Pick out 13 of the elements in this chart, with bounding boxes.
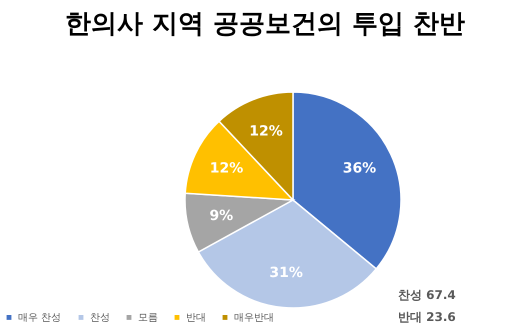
legend-label: 매우반대	[234, 312, 274, 324]
text: 찬성 67.4	[398, 288, 456, 302]
text: 반대 23.6	[398, 310, 456, 324]
data-label: 12%	[210, 160, 244, 177]
data-label: 12%	[249, 124, 283, 140]
data-label: 31%	[269, 265, 303, 282]
legend-label: 매우 찬성	[18, 312, 62, 324]
legend-label: 모름	[138, 312, 158, 324]
data-label: 36%	[342, 160, 376, 177]
legend-label: 찬성	[90, 312, 110, 324]
data-label: 9%	[209, 208, 234, 224]
legend-label: 반대	[186, 312, 206, 324]
chart-title: 한의사 지역 공공보건의 투입 찬반	[64, 9, 466, 39]
